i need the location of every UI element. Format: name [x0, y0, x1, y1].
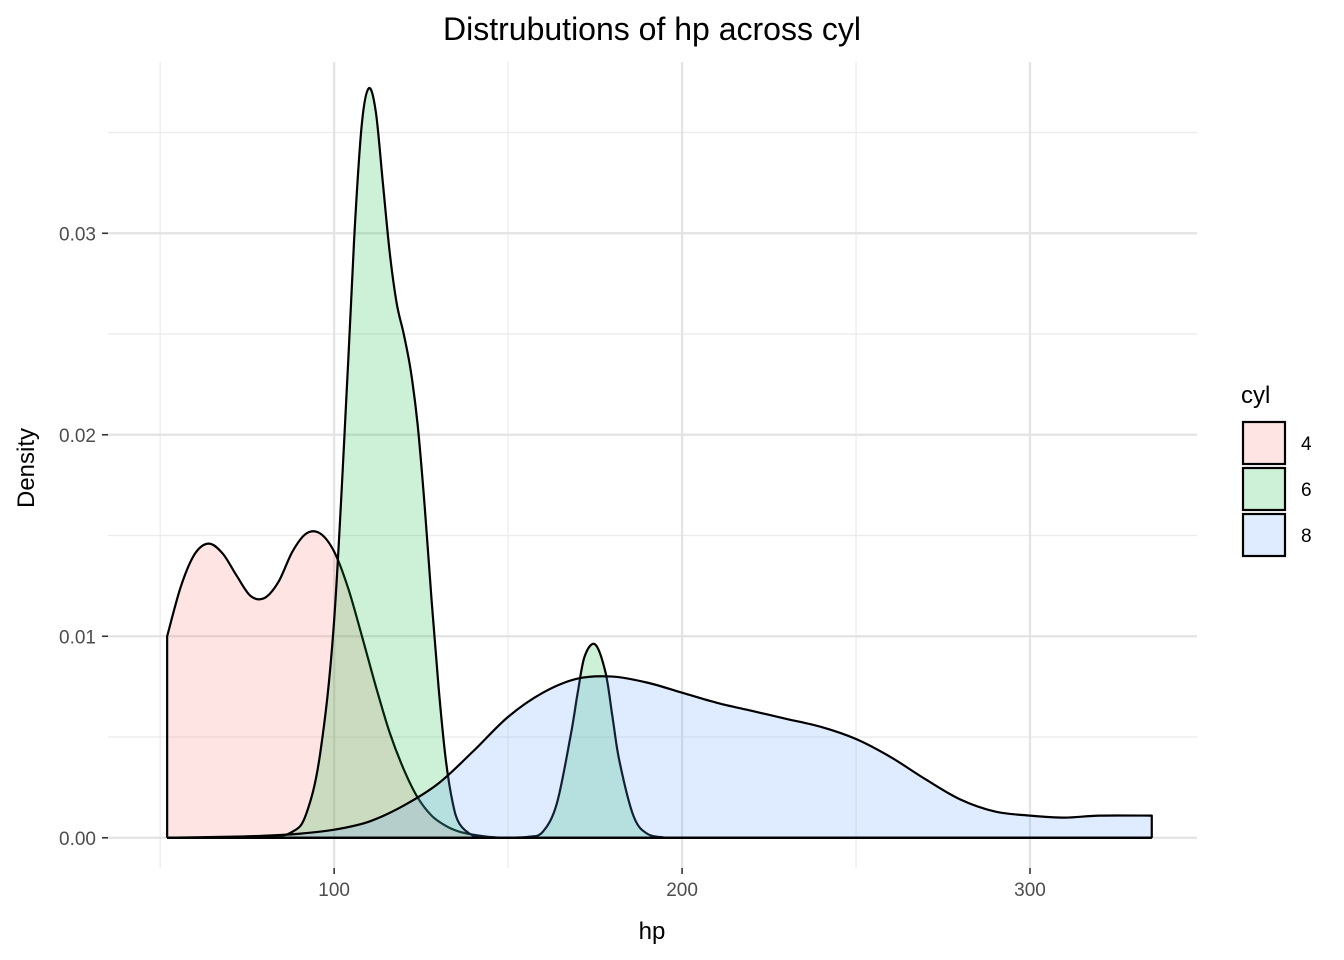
legend-label-cyl-6: 6 [1301, 480, 1312, 501]
legend-key-cyl-6 [1241, 466, 1287, 512]
density-line-cyl-6 [167, 87, 1153, 839]
y-tick-label: 0.00 [59, 829, 96, 850]
density-line-cyl-8 [167, 675, 1153, 839]
density-line-cyl-4 [166, 530, 503, 839]
legend-label-cyl-4: 4 [1301, 434, 1312, 455]
x-tick-label: 100 [318, 880, 350, 901]
density-fill-cyl-6 [167, 88, 1152, 838]
legend-key-cyl-8 [1241, 512, 1287, 558]
chart-title: Distrubutions of hp across cyl [443, 11, 861, 47]
x-axis-title: hp [639, 918, 666, 945]
density-areas [166, 87, 1153, 839]
y-tick-label: 0.01 [59, 627, 96, 648]
legend-key-bg [1243, 514, 1285, 556]
legend-key-bg [1243, 468, 1285, 510]
legend-key-bg [1243, 422, 1285, 464]
x-tick-label: 300 [1014, 880, 1046, 901]
y-axis-title: Density [13, 428, 40, 508]
legend-title: cyl [1241, 382, 1270, 409]
legend-key-cyl-4 [1241, 420, 1287, 466]
axes: 100 200 300 0.00 0.01 0.02 0.03 [59, 224, 1046, 901]
density-fill-cyl-8 [167, 676, 1152, 838]
x-tick-label: 200 [666, 880, 698, 901]
y-tick-label: 0.02 [59, 426, 96, 447]
density-fill-cyl-4 [167, 531, 502, 838]
y-tick-label: 0.03 [59, 224, 96, 245]
legend-label-cyl-8: 8 [1301, 526, 1312, 547]
legend: cyl 4 6 8 [1241, 382, 1312, 558]
